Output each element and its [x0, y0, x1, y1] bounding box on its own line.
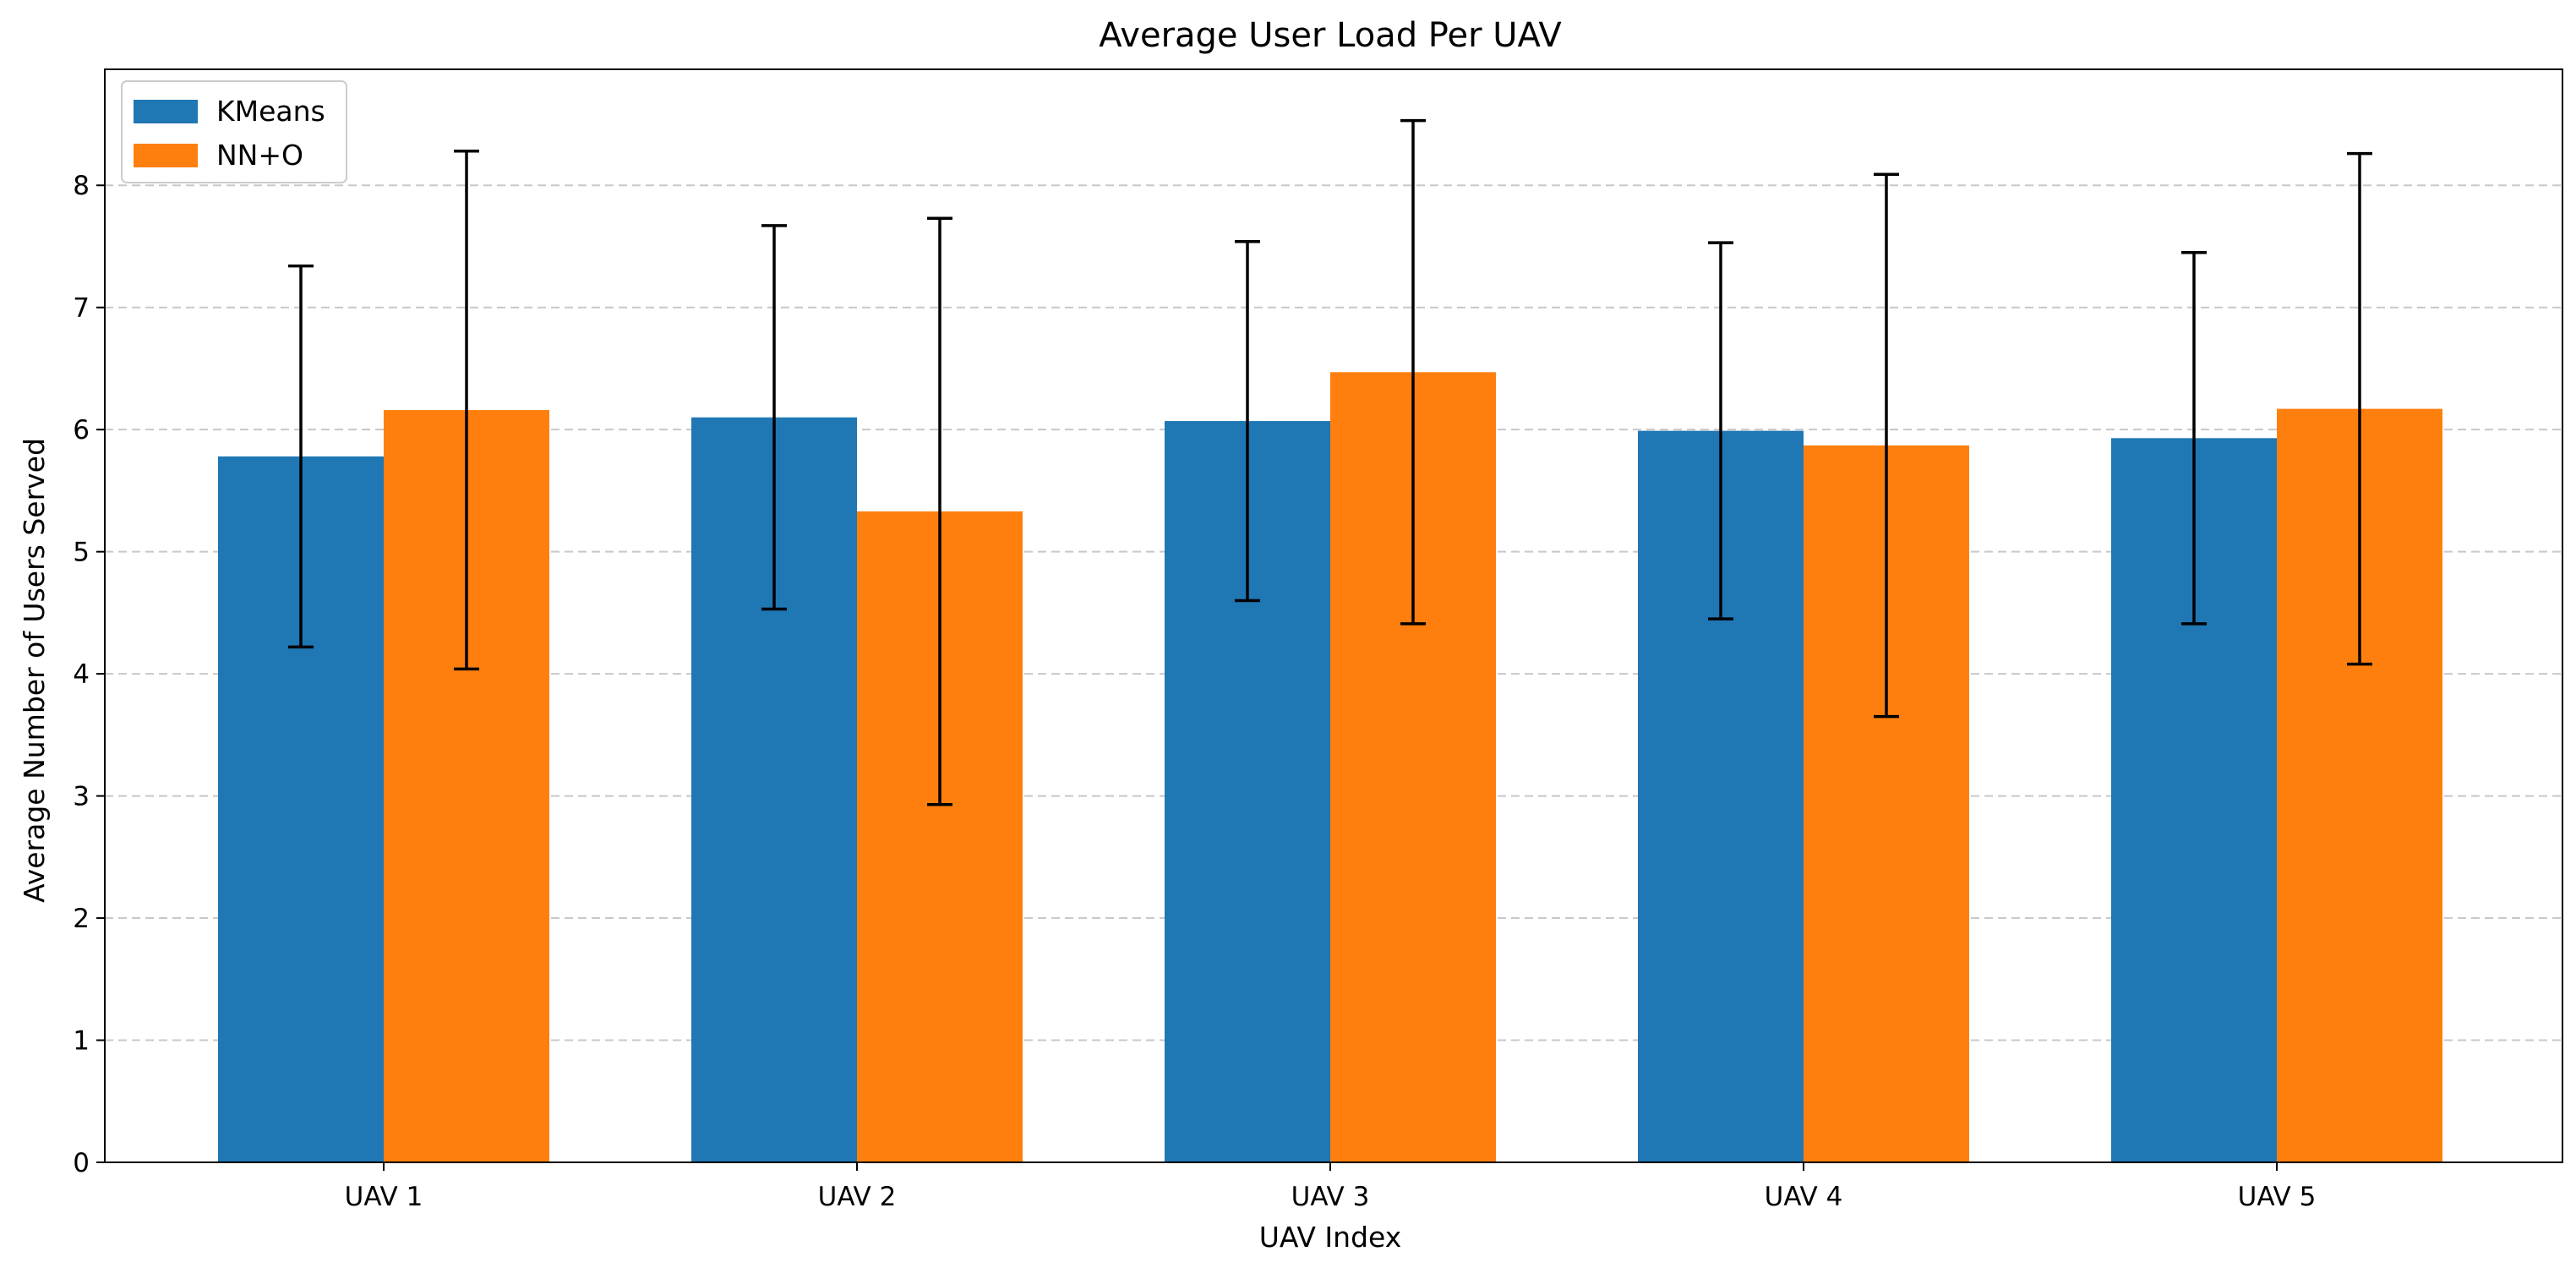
y-tick-label: 1 — [73, 1026, 90, 1057]
y-tick-label: 3 — [73, 782, 90, 812]
y-tick-label: 7 — [73, 293, 90, 324]
error-bars — [288, 118, 2372, 806]
x-axis-label: UAV Index — [1259, 1221, 1402, 1254]
x-axis-ticks: UAV 1 UAV 2 UAV 3 UAV 4 UAV 5 — [345, 1162, 2317, 1212]
plot-frame — [104, 68, 2563, 1163]
y-axis-ticks: 0 1 2 3 4 5 6 7 8 — [73, 171, 105, 1178]
x-tick-label: UAV 2 — [818, 1182, 897, 1212]
y-tick-label: 6 — [73, 415, 90, 445]
legend-label-kmeans: KMeans — [216, 95, 325, 128]
y-tick-label: 2 — [73, 904, 90, 934]
y-axis-label: Average Number of Users Served — [18, 438, 51, 903]
y-tick-label: 4 — [73, 659, 90, 690]
y-tick-label: 8 — [73, 171, 90, 201]
x-tick-label: UAV 5 — [2238, 1182, 2317, 1212]
legend: KMeans NN+O — [121, 80, 347, 183]
chart-title: Average User Load Per UAV — [1099, 16, 1562, 55]
x-tick-label: UAV 1 — [345, 1182, 423, 1212]
legend-label-nno: NN+O — [216, 139, 303, 172]
legend-swatch-kmeans — [134, 100, 198, 123]
y-tick-label: 0 — [73, 1148, 90, 1178]
x-tick-label: UAV 4 — [1765, 1182, 1843, 1212]
x-tick-label: UAV 3 — [1291, 1182, 1370, 1212]
legend-swatch-nno — [134, 144, 198, 167]
y-tick-label: 5 — [73, 538, 90, 568]
